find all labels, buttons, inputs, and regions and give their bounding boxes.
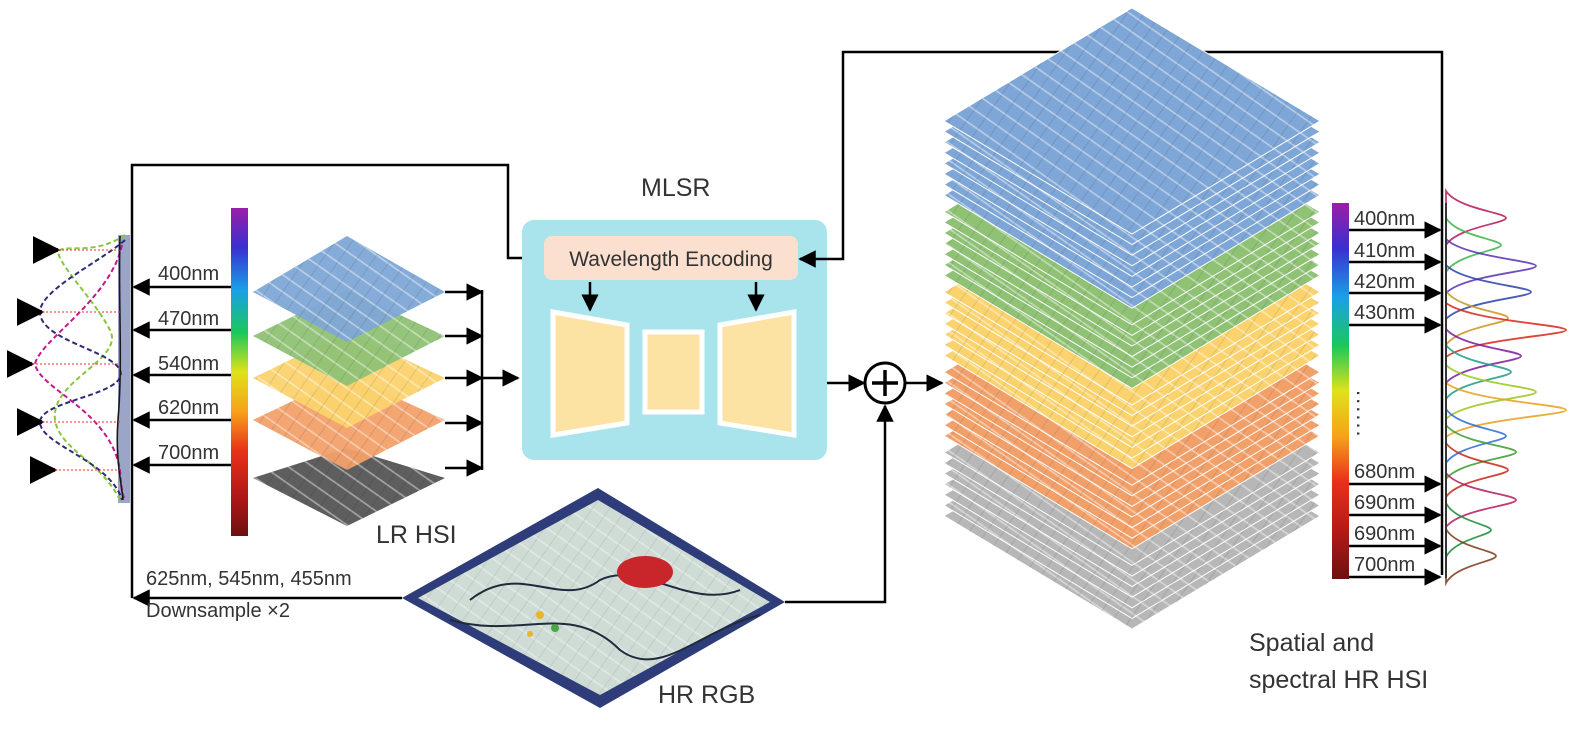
out-wl-label-690b: 690nm xyxy=(1354,523,1415,545)
mlsr-title: MLSR xyxy=(641,174,710,202)
curve-navy xyxy=(38,239,126,501)
output-spectral-curve xyxy=(1445,203,1532,578)
input-wl-label-700: 700nm xyxy=(158,442,219,464)
red-helmet xyxy=(617,556,673,588)
output-spectral-curve xyxy=(1445,203,1502,578)
output-spectral-curve xyxy=(1445,203,1509,578)
input-spectrum-bar xyxy=(231,208,248,536)
wavelength-encoding-box xyxy=(544,236,798,280)
plus-glyph xyxy=(872,370,898,396)
lr-to-mlsr-arrows xyxy=(445,283,520,477)
encoder-block xyxy=(550,309,630,438)
output-spectral-curve xyxy=(1445,203,1492,578)
output-label-line1: Spatial and xyxy=(1249,629,1374,657)
out-wl-label-400: 400nm xyxy=(1354,208,1415,230)
out-wl-label-690a: 690nm xyxy=(1354,492,1415,514)
output-spectral-curve xyxy=(1445,203,1512,578)
hr-rgb-image xyxy=(402,488,785,708)
out-wl-label-430: 430nm xyxy=(1354,302,1415,324)
decoder-block xyxy=(717,309,797,438)
downsample-label: Downsample ×2 xyxy=(146,600,290,622)
output-spectral-curve xyxy=(1445,203,1509,578)
output-feedback-line xyxy=(798,50,1444,575)
input-wl-label-540: 540nm xyxy=(158,353,219,375)
output-spectral-curve xyxy=(1445,203,1522,578)
red-pointer-arrows xyxy=(6,236,120,484)
lr-feedback-line xyxy=(130,163,544,598)
rgb-to-plus-line xyxy=(785,404,894,604)
curve-black xyxy=(116,235,124,501)
input-spectral-curves xyxy=(6,234,130,503)
input-spectrum-strip xyxy=(118,235,130,503)
output-spectrum-bar xyxy=(1332,203,1349,579)
output-spectral-curve xyxy=(1445,203,1567,578)
output-spectral-curve xyxy=(1445,203,1497,587)
curve-green xyxy=(53,234,126,501)
lr-hsi-label: LR HSI xyxy=(376,521,457,549)
output-spectral-curve xyxy=(1445,188,1507,578)
rgb-wavelengths-label: 625nm, 545nm, 455nm xyxy=(146,568,352,590)
input-wl-label-400: 400nm xyxy=(158,263,219,285)
output-label-line2: spectral HR HSI xyxy=(1249,666,1428,694)
output-spectral-curves xyxy=(1445,188,1567,587)
output-layer-texture xyxy=(944,8,1320,234)
output-spectral-curve xyxy=(1445,203,1537,578)
out-wl-label-420: 420nm xyxy=(1354,271,1415,293)
input-wl-label-620: 620nm xyxy=(158,397,219,419)
lr-hsi-stack xyxy=(253,236,445,526)
hr-rgb-label: HR RGB xyxy=(658,681,755,709)
out-wl-label-700: 700nm xyxy=(1354,554,1415,576)
bottleneck-block xyxy=(642,329,705,415)
out-wl-label-410: 410nm xyxy=(1354,240,1415,262)
output-spectral-curve xyxy=(1445,203,1517,578)
input-wavelength-group: 400nm 470nm 540nm 620nm 700nm xyxy=(132,263,231,474)
out-wl-label-680: 680nm xyxy=(1354,461,1415,483)
hr-hsi-output-stack xyxy=(943,7,1321,630)
curve-magenta xyxy=(33,244,126,501)
output-spectral-curve xyxy=(1445,203,1537,578)
input-wl-label-470: 470nm xyxy=(158,308,219,330)
wavelength-encoding-label: Wavelength Encoding xyxy=(569,248,773,271)
out-ellipsis: ...... xyxy=(1352,390,1377,439)
output-wavelength-group: 400nm 410nm 420nm 430nm ...... 680nm 690… xyxy=(1349,208,1442,586)
